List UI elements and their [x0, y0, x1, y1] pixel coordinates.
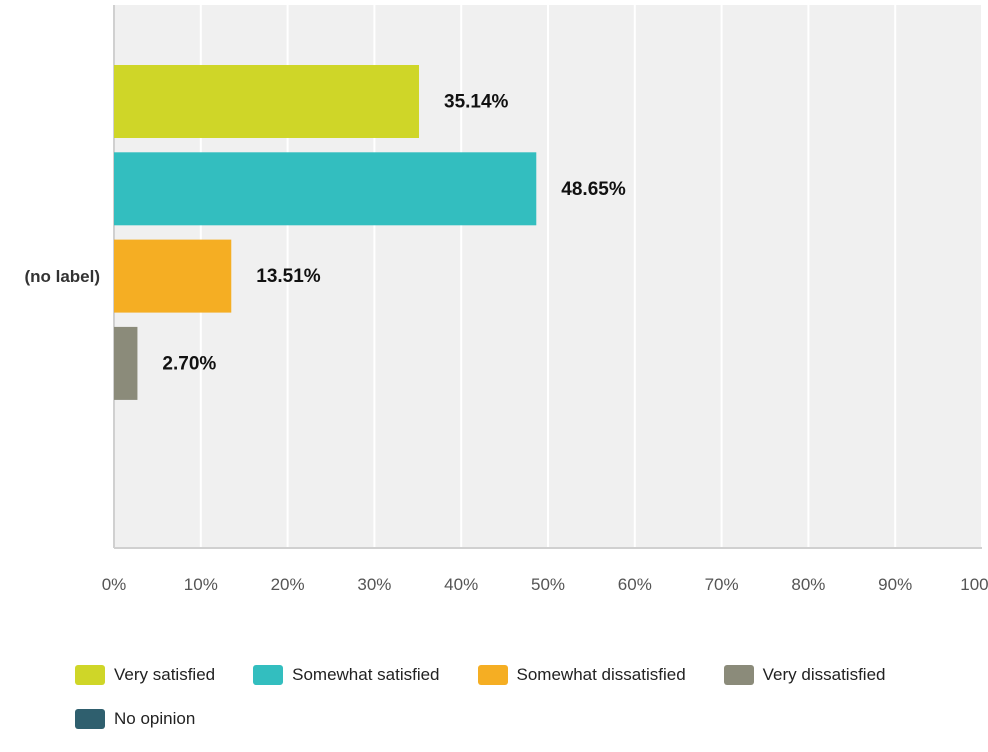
legend-label: Somewhat dissatisfied: [516, 665, 686, 684]
x-tick-label: 60%: [618, 575, 652, 594]
data-label: 13.51%: [256, 266, 321, 287]
x-tick-label: 10%: [184, 575, 218, 594]
legend-label: Somewhat satisfied: [292, 665, 440, 684]
legend-label: Very dissatisfied: [762, 665, 886, 684]
x-tick-label: 0%: [102, 575, 127, 594]
bar[interactable]: [114, 152, 537, 226]
legend-item-somewhat-dissatisfied[interactable]: Somewhat dissatisfied: [477, 665, 686, 685]
legend-item-somewhat-satisfied[interactable]: Somewhat satisfied: [253, 665, 440, 685]
legend-swatch: [253, 665, 284, 685]
bar[interactable]: [114, 326, 138, 400]
x-tick-label: 90%: [878, 575, 912, 594]
legend-item-very-dissatisfied[interactable]: Very dissatisfied: [723, 665, 886, 685]
data-label: 48.65%: [561, 179, 626, 200]
legend-swatch: [723, 665, 754, 685]
x-tick-label: 50%: [531, 575, 565, 594]
category-label: (no label): [24, 267, 100, 286]
legend-item-no-opinion[interactable]: No opinion: [75, 709, 195, 729]
chart: (no label) 35.14% 48.65% 13.51% 2.70% 0% 10%…: [24, 5, 988, 594]
bar[interactable]: [114, 239, 232, 313]
x-tick-label: 70%: [705, 575, 739, 594]
legend-swatch: [477, 665, 508, 685]
legend-label: No opinion: [114, 709, 196, 728]
data-labels: 35.14% 48.65% 13.51% 2.70%: [162, 92, 625, 375]
data-label: 2.70%: [162, 353, 216, 374]
legend-row: Very satisfied Somewhat satisfied Somewh…: [75, 664, 980, 686]
legend-swatch: [75, 665, 105, 685]
data-label: 35.14%: [444, 92, 509, 113]
x-tick-label: 30%: [357, 575, 391, 594]
legend-label: Very satisfied: [114, 665, 216, 684]
legend-row: No opinion: [75, 708, 980, 730]
x-tick-label: 20%: [271, 575, 305, 594]
x-tick-label: 80%: [791, 575, 825, 594]
legend-swatch: [75, 709, 105, 729]
legend-item-very-satisfied[interactable]: Very satisfied: [75, 665, 215, 685]
x-tick-label: 40%: [444, 575, 478, 594]
x-tick-label: 100%: [960, 575, 988, 594]
bar[interactable]: [114, 65, 420, 138]
legend: Very satisfied Somewhat satisfied Somewh…: [75, 664, 980, 752]
bars: [114, 65, 537, 400]
x-tick-labels: 0% 10% 20% 30% 40% 50% 60% 70% 80% 90% 100%: [102, 575, 988, 594]
